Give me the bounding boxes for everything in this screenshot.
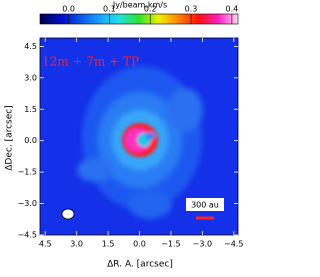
scalebar-label: 300 au	[191, 201, 219, 210]
y-tick-label: −3.0	[18, 199, 37, 208]
annotation: 12m + 7m + TP	[42, 55, 139, 69]
colorbar-label: Jy/beam.km/s	[112, 1, 167, 10]
x-tick-label: −1.5	[161, 240, 180, 249]
chart: Jy/beam.km/s 300 au 12m + 7m + TP ΔR. A.…	[5, 1, 244, 270]
x-tick-label: 3.0	[70, 240, 83, 249]
beam	[61, 208, 75, 220]
y-tick-label: −4.5	[18, 231, 37, 240]
colorbar-tick-label: 0.0	[62, 5, 75, 14]
x-tick-label: 0.0	[133, 240, 146, 249]
colorbar-tick-label: 0.1	[103, 5, 116, 14]
scalebar-box	[186, 198, 224, 211]
x-tick-label: −3.0	[193, 240, 212, 249]
y-tick-label: 4.5	[24, 42, 37, 51]
x-tick-label: −4.5	[224, 240, 243, 249]
colorbar	[39, 13, 239, 25]
x-axis-label: ΔR. A. [arcsec]	[107, 260, 173, 270]
y-axis-label: ΔDec. [arcsec]	[5, 105, 15, 170]
colorbar-tick-label: 0.4	[226, 5, 239, 14]
y-tick-label: 1.5	[24, 105, 37, 114]
colorbar-tick-label: 0.3	[185, 5, 198, 14]
image	[40, 38, 238, 235]
y-tick-label: 0.0	[24, 136, 37, 145]
frame	[39, 37, 239, 236]
x-tick-label: 1.5	[102, 240, 115, 249]
y-tick-label: 3.0	[24, 73, 37, 82]
x-tick-label: 4.5	[39, 240, 52, 249]
y-tick-label: −1.5	[18, 168, 37, 177]
colorbar-tick-label: 0.2	[144, 5, 157, 14]
